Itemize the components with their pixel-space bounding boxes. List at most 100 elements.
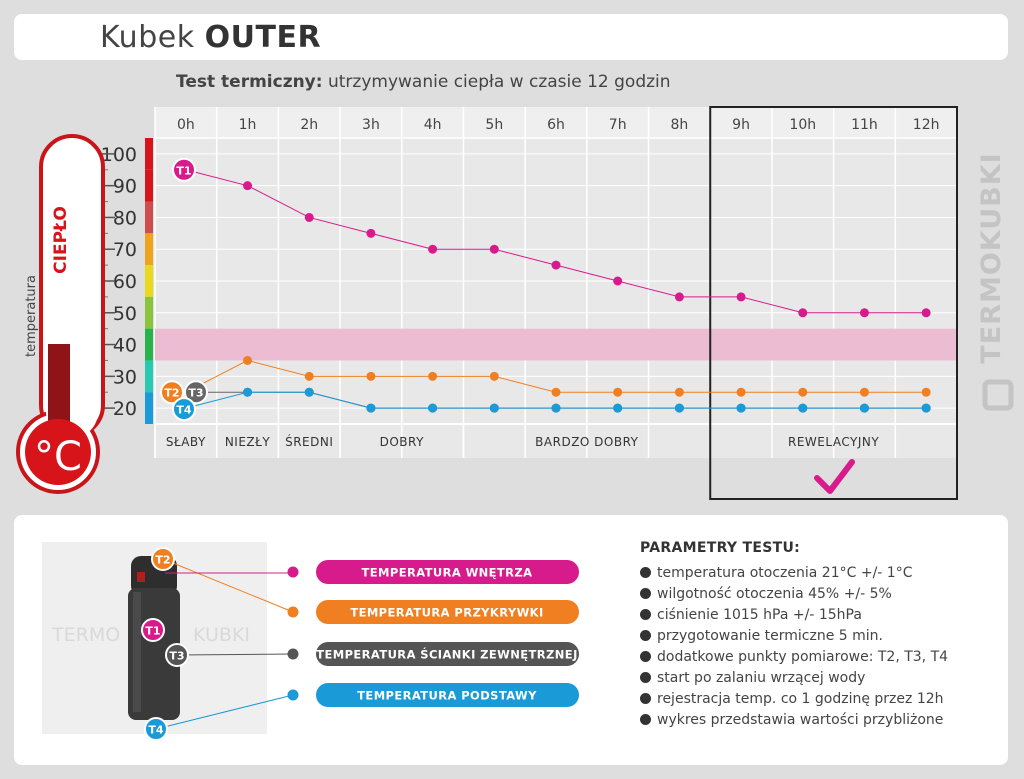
scale-segment xyxy=(145,233,153,266)
data-point xyxy=(674,292,684,302)
legend-dot xyxy=(287,606,299,618)
data-point xyxy=(551,403,561,413)
data-point xyxy=(243,181,253,191)
badge-circle xyxy=(172,397,196,422)
legend-dot xyxy=(287,648,299,660)
x-tick-label: 4h xyxy=(424,117,442,133)
legend-dot xyxy=(287,689,299,701)
data-point xyxy=(613,387,623,397)
param-text: ciśnienie 1015 hPa +/- 15hPa xyxy=(657,606,862,623)
param-text: wykres przedstawia wartości przybliżone xyxy=(657,711,944,728)
data-point xyxy=(674,403,684,413)
data-point xyxy=(304,371,314,381)
data-point xyxy=(613,276,623,286)
thermometer-bulb xyxy=(25,419,91,485)
param-item: ciśnienie 1015 hPa +/- 15hPa xyxy=(640,604,1000,625)
mercury-column xyxy=(48,344,70,434)
chart-subtitle: Test termiczny: utrzymywanie ciepła w cz… xyxy=(176,72,671,92)
data-point xyxy=(551,387,561,397)
test-parameters: PARAMETRY TESTU: temperatura otoczenia 2… xyxy=(640,540,1000,730)
data-point xyxy=(613,403,623,413)
bullet-icon xyxy=(640,567,651,578)
legend-pill xyxy=(316,560,579,584)
unit-label: °C xyxy=(34,434,82,480)
badge-text: T1 xyxy=(145,625,160,638)
data-point xyxy=(551,260,561,270)
x-tick-label: 12h xyxy=(913,117,940,133)
data-point xyxy=(428,371,438,381)
data-point xyxy=(736,292,746,302)
badge-circle xyxy=(165,643,189,667)
data-point xyxy=(859,387,869,397)
data-point xyxy=(798,387,808,397)
badge-text: T2 xyxy=(164,387,179,400)
data-point xyxy=(428,244,438,254)
data-point xyxy=(304,387,314,397)
scale-segment xyxy=(145,201,153,234)
bullet-icon xyxy=(640,672,651,683)
bullet-icon xyxy=(640,588,651,599)
brand-logo: TERMOKUBKI xyxy=(976,152,1014,411)
param-text: dodatkowe punkty pomiarowe: T2, T3, T4 xyxy=(657,648,949,665)
x-tick-label: 11h xyxy=(851,117,878,133)
y-tick-label: 30 xyxy=(113,366,137,388)
badge-circle xyxy=(172,157,196,182)
badge-circle xyxy=(141,618,165,642)
scale-segment xyxy=(145,265,153,297)
watermark-left: TERMO xyxy=(51,624,120,646)
scale-segment xyxy=(145,138,153,170)
series-t4 xyxy=(185,387,931,413)
y-tick-label: 60 xyxy=(113,271,137,293)
target-band xyxy=(155,328,957,361)
badge-text: T2 xyxy=(155,554,170,567)
column-gridlines xyxy=(154,107,958,458)
legend-dot xyxy=(287,566,299,578)
params-list: temperatura otoczenia 21°C +/- 1°C wilgot… xyxy=(640,562,1000,730)
watermark-right: KUBKI xyxy=(193,624,250,646)
param-item: wykres przedstawia wartości przybliżone xyxy=(640,709,1000,730)
data-point xyxy=(674,387,684,397)
data-point xyxy=(304,212,314,222)
param-item: dodatkowe punkty pomiarowe: T2, T3, T4 xyxy=(640,646,1000,667)
badge-text: T1 xyxy=(176,164,191,177)
legend-label: TEMPERATURA PODSTAWY xyxy=(357,689,537,703)
y-tick-label: 70 xyxy=(113,239,137,261)
data-point xyxy=(859,308,869,318)
highlight-box xyxy=(709,106,958,500)
badge-text: T4 xyxy=(148,724,164,737)
data-point xyxy=(428,403,438,413)
plot-background xyxy=(155,107,957,458)
y-tick-label: 50 xyxy=(113,303,137,325)
title-bar: Kubek OUTER xyxy=(14,14,1008,60)
y-tick-label: 100 xyxy=(101,144,137,166)
x-tick-label: 5h xyxy=(485,117,503,133)
scale-segment xyxy=(145,328,153,361)
x-tick-labels: 0h 1h 2h 3h 4h 5h 6h 7h 8h 9h 10h 11h 12h xyxy=(177,117,940,133)
scale-segment xyxy=(145,360,153,393)
rating-label: REWELACYJNY xyxy=(788,435,879,449)
x-tick-label: 6h xyxy=(547,117,565,133)
time-header xyxy=(155,107,957,138)
brand-vertical-text: TERMOKUBKI xyxy=(976,152,1007,363)
param-text: temperatura otoczenia 21°C +/- 1°C xyxy=(657,564,913,581)
mug-badge-t3: T3 xyxy=(165,643,189,667)
param-text: wilgotność otoczenia 45% +/- 5% xyxy=(657,585,892,602)
badge-circle xyxy=(184,380,208,405)
badge-text: T3 xyxy=(188,387,203,400)
data-point xyxy=(798,308,808,318)
x-tick-label: 3h xyxy=(362,117,380,133)
connector-t3 xyxy=(176,653,294,656)
param-item: start po zalaniu wrzącej wody xyxy=(640,667,1000,688)
rating-label: ŚREDNI xyxy=(285,434,333,449)
series-t1 xyxy=(185,169,931,318)
mug-badge-t4: T4 xyxy=(144,717,168,741)
connector-t2 xyxy=(162,558,294,613)
x-tick-label: 2h xyxy=(300,117,318,133)
data-point xyxy=(366,403,376,413)
checkmark-icon xyxy=(814,459,855,494)
data-point xyxy=(736,403,746,413)
bullet-icon xyxy=(640,609,651,620)
data-point xyxy=(736,387,746,397)
x-tick-label: 7h xyxy=(609,117,627,133)
series-start-badges: T1 T2 T3 T4 xyxy=(160,157,208,422)
